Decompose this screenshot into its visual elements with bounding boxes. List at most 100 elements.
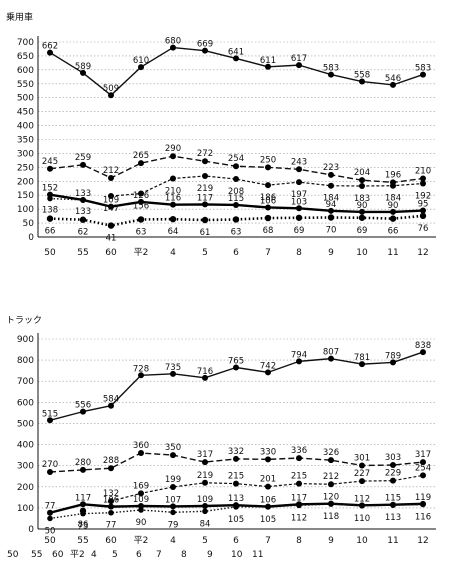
data-point: [170, 509, 176, 516]
data-point: [80, 161, 86, 168]
data-label: 116: [415, 513, 431, 523]
data-label: 728: [133, 364, 149, 374]
y-tick-label: 900: [17, 335, 34, 345]
data-point: [359, 183, 365, 190]
data-label: 838: [415, 341, 431, 351]
data-label: 272: [197, 149, 213, 159]
data-point: [170, 201, 176, 208]
data-label: 303: [385, 453, 401, 463]
data-point: [233, 55, 239, 62]
data-label: 556: [75, 401, 91, 411]
data-label: 113: [385, 513, 401, 523]
secondary-x-label: 4: [91, 550, 97, 560]
secondary-x-label: 55: [31, 550, 42, 560]
y-tick-label: 300: [17, 462, 34, 472]
secondary-x-label: 11: [252, 550, 263, 560]
data-point: [296, 502, 302, 509]
y-tick-label: 200: [17, 483, 34, 493]
data-point: [138, 507, 144, 513]
data-label: 210: [415, 167, 431, 177]
data-label: 112: [291, 513, 307, 523]
panel-title: トラック: [6, 315, 42, 326]
data-point: [108, 203, 114, 210]
data-point: [296, 166, 302, 173]
data-label: 118: [323, 512, 339, 522]
data-point: [233, 201, 239, 208]
data-point: [265, 204, 271, 211]
data-label: 69: [357, 226, 368, 236]
data-point: [420, 349, 426, 356]
data-point: [264, 214, 272, 222]
data-label: 109: [103, 196, 119, 206]
data-point: [108, 509, 114, 516]
data-label: 50: [45, 526, 56, 536]
data-point: [420, 207, 426, 214]
data-label: 63: [136, 227, 147, 237]
data-label: 106: [260, 196, 276, 206]
data-point: [138, 64, 144, 71]
x-tick-label: 50: [44, 248, 56, 258]
data-label: 716: [197, 367, 213, 377]
data-label: 219: [197, 184, 213, 194]
data-label: 147: [103, 204, 119, 214]
y-tick-label: 250: [17, 163, 34, 173]
data-point: [170, 503, 176, 510]
data-label: 196: [385, 170, 401, 180]
data-point: [232, 216, 240, 223]
data-point: [233, 364, 239, 371]
data-point: [328, 171, 334, 178]
data-label: 133: [75, 189, 91, 199]
data-label: 610: [133, 56, 149, 66]
data-label: 360: [133, 441, 149, 451]
data-label: 201: [260, 475, 276, 485]
data-label: 288: [103, 456, 119, 466]
data-label: 138: [42, 206, 58, 216]
data-point: [328, 501, 334, 507]
secondary-x-label: 8: [181, 550, 187, 560]
data-point: [296, 205, 302, 212]
data-point: [265, 182, 271, 189]
data-point: [169, 215, 177, 223]
data-label: 133: [75, 207, 91, 217]
y-tick-label: 450: [17, 108, 34, 118]
data-point: [359, 361, 365, 368]
y-tick-label: 700: [17, 38, 34, 48]
data-label: 66: [388, 227, 399, 237]
data-point: [46, 215, 54, 222]
data-label: 77: [106, 521, 117, 531]
x-tick-label: 50: [44, 536, 56, 546]
data-point: [108, 193, 114, 200]
y-tick-label: 400: [17, 122, 34, 132]
secondary-x-label: 50: [7, 550, 19, 560]
data-label: 245: [42, 157, 58, 167]
data-label: 250: [260, 155, 276, 165]
secondary-x-label: 6: [136, 550, 142, 560]
data-point: [138, 490, 144, 497]
data-label: 66: [45, 227, 56, 237]
data-point: [389, 215, 397, 222]
data-point: [47, 417, 53, 424]
data-point: [359, 78, 365, 85]
data-label: 132: [103, 489, 119, 499]
data-label: 680: [165, 37, 181, 47]
data-point: [170, 44, 176, 51]
data-point: [296, 62, 302, 69]
data-label: 152: [42, 184, 58, 194]
data-label: 109: [133, 495, 149, 505]
data-label: 73: [78, 522, 89, 532]
data-label: 109: [197, 495, 213, 505]
data-label: 204: [354, 168, 370, 178]
data-point: [233, 480, 239, 487]
data-point: [107, 222, 115, 229]
data-label: 197: [291, 190, 307, 200]
x-tick-label: 5: [202, 536, 208, 546]
data-label: 90: [388, 201, 399, 211]
data-point: [359, 478, 365, 485]
data-label: 41: [106, 234, 117, 244]
data-point: [202, 479, 208, 486]
secondary-x-label: 平2: [70, 549, 85, 560]
data-point: [138, 372, 144, 379]
data-point: [138, 502, 144, 509]
data-label: 326: [323, 448, 339, 458]
data-point: [47, 515, 53, 522]
